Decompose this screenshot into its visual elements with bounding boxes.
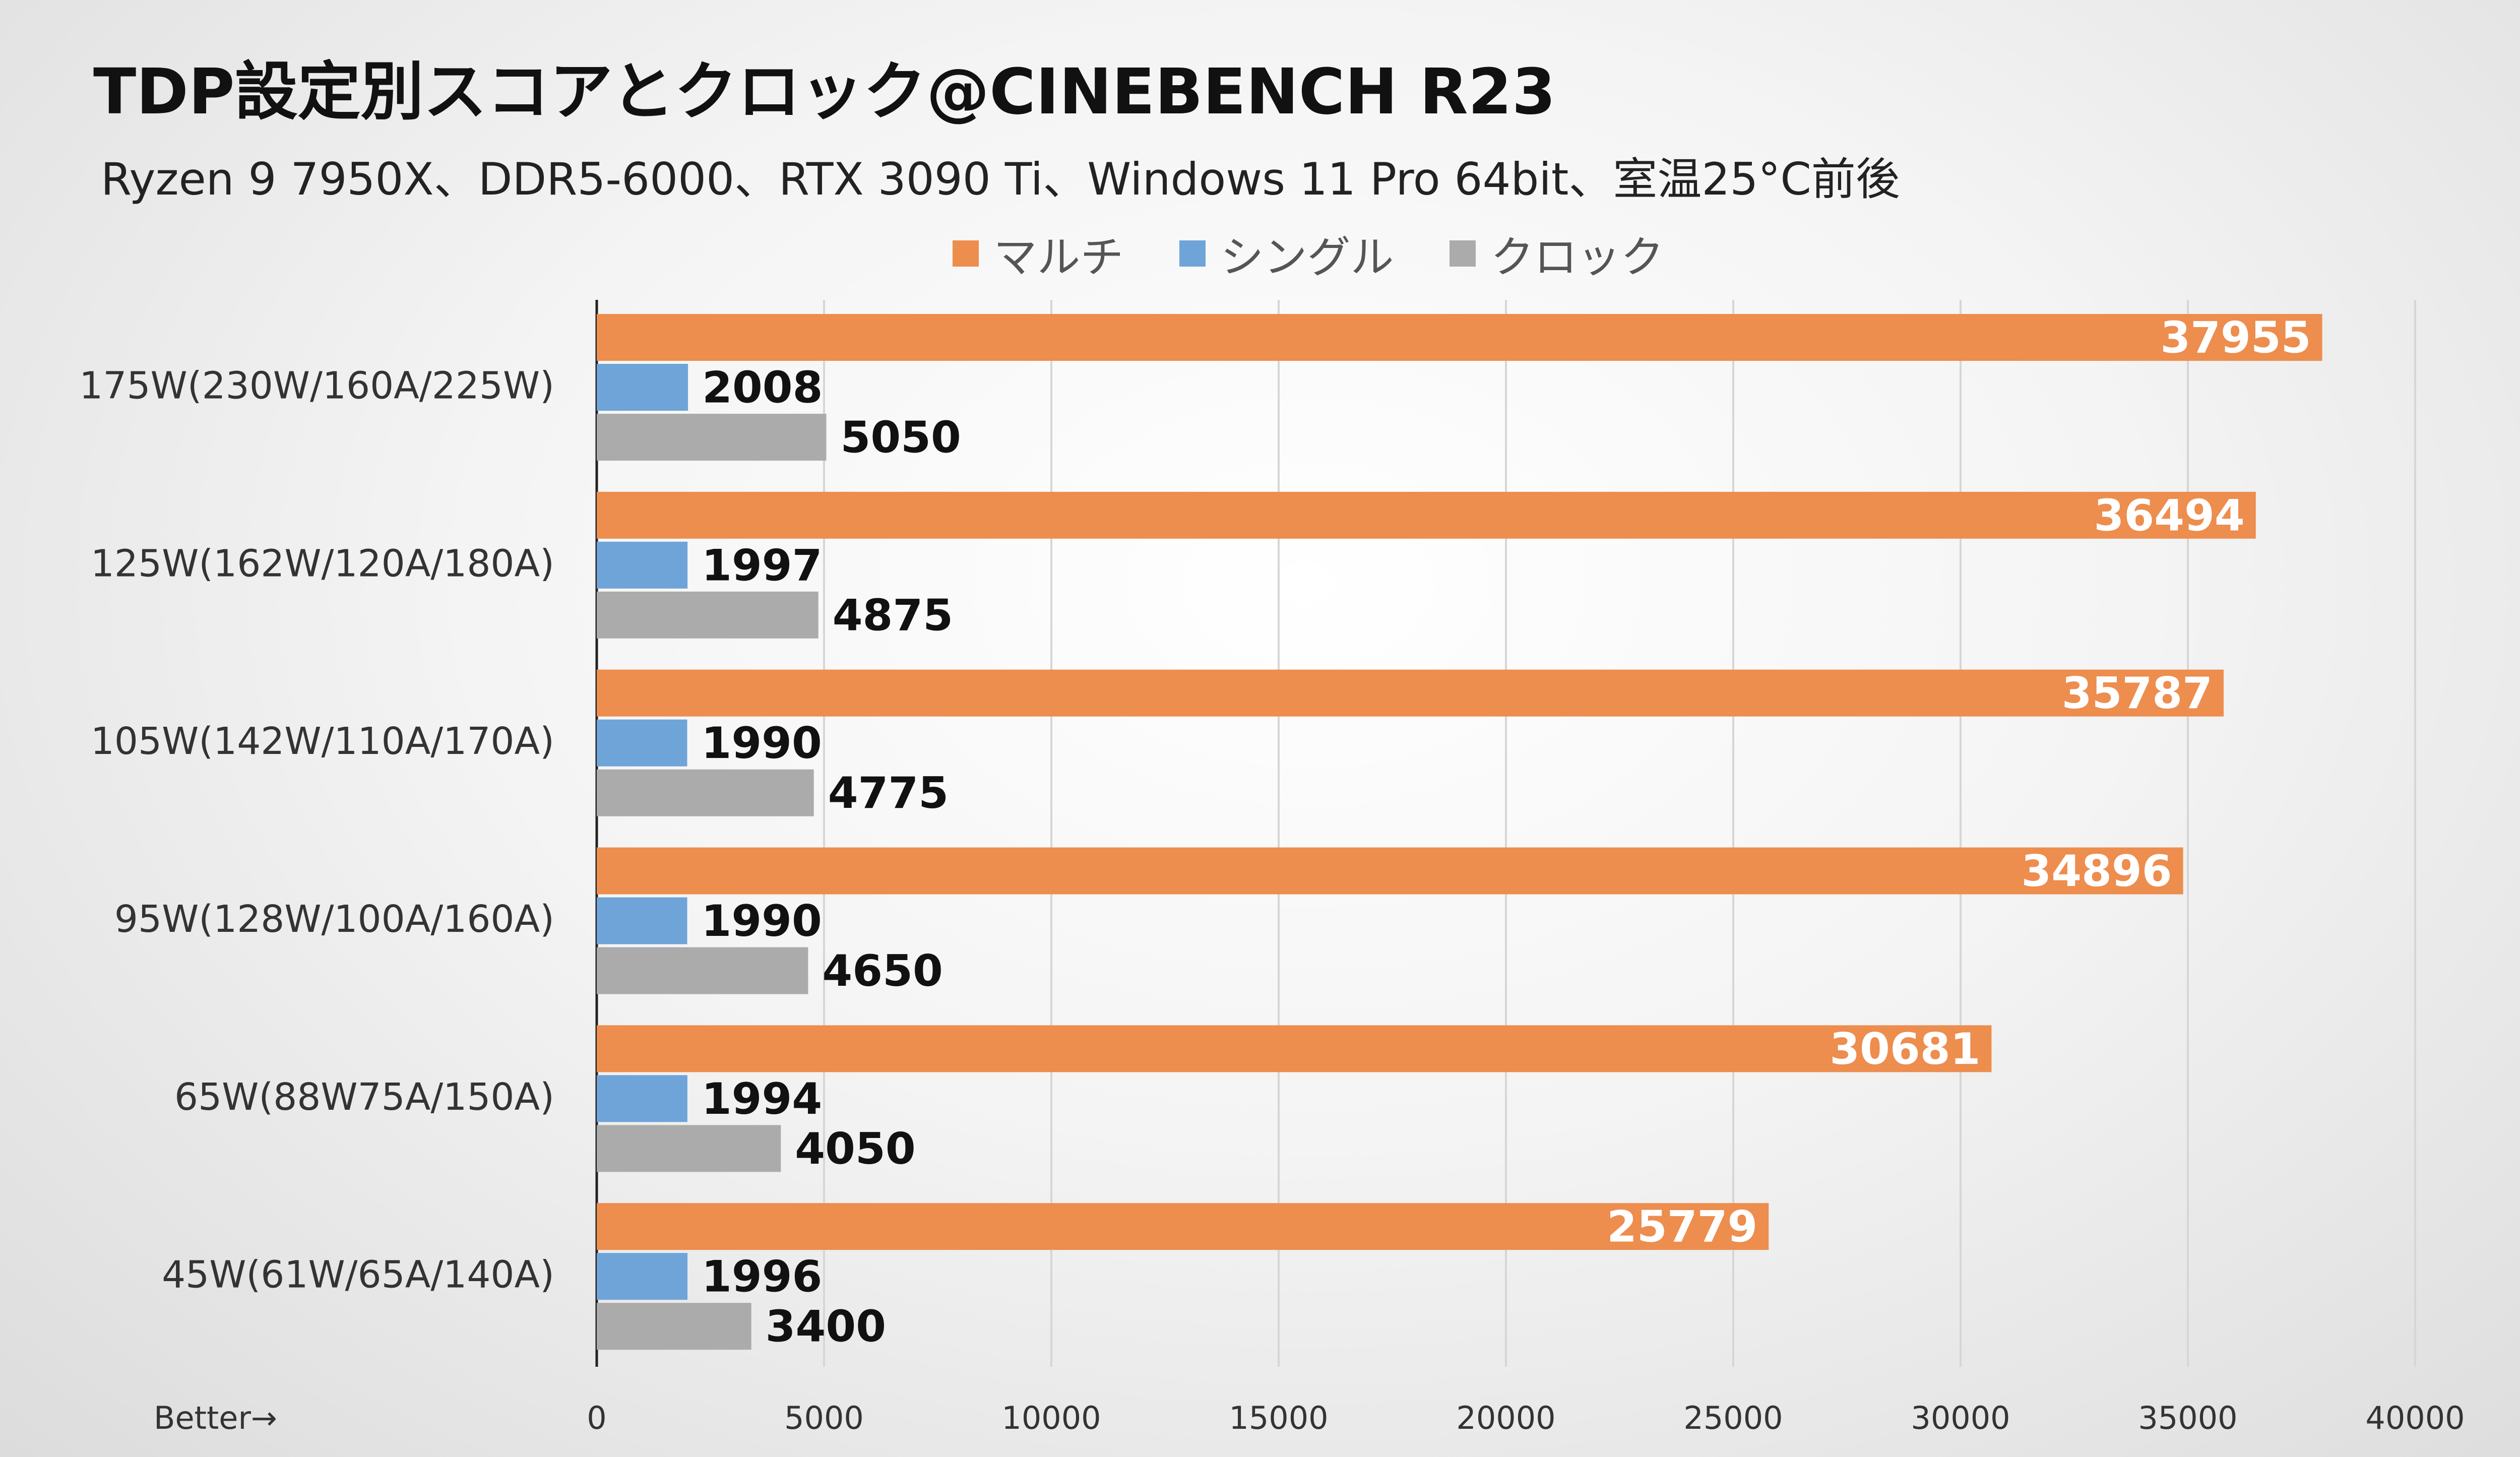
data-label: 4775 <box>828 768 949 818</box>
data-label: 4650 <box>822 946 942 996</box>
bar <box>597 1075 687 1122</box>
data-label: 4050 <box>795 1124 915 1174</box>
category-label: 65W(88W75A/150A) <box>174 1075 554 1119</box>
category-label: 125W(162W/120A/180A) <box>91 542 554 585</box>
legend-item: シングル <box>1179 222 1394 285</box>
bar <box>597 897 687 944</box>
data-label: 1990 <box>701 896 822 946</box>
legend-swatch <box>1179 240 1206 267</box>
category-label: 45W(61W/65A/140A) <box>162 1253 554 1297</box>
bar <box>597 491 2256 539</box>
data-label: 37955 <box>2160 313 2311 363</box>
legend-label: シングル <box>1220 232 1394 283</box>
bar <box>597 669 2224 717</box>
bar <box>597 414 827 461</box>
category-label: 105W(142W/110A/170A) <box>91 720 554 763</box>
data-label: 30681 <box>1830 1024 1980 1074</box>
x-tick-label: 5000 <box>784 1400 864 1436</box>
bar <box>597 1303 751 1350</box>
legend-item: マルチ <box>952 222 1124 285</box>
data-label: 5050 <box>841 413 961 463</box>
x-tick-label: 15000 <box>1229 1400 1328 1436</box>
data-label: 2008 <box>702 363 823 413</box>
legend: マルチ シングル クロック <box>0 222 2520 285</box>
x-tick-label: 35000 <box>2138 1400 2237 1436</box>
data-label: 36494 <box>2094 490 2245 541</box>
legend-label: マルチ <box>993 232 1124 283</box>
data-label: 3400 <box>766 1302 886 1352</box>
x-tick-label: 40000 <box>2365 1400 2465 1436</box>
bar <box>597 1125 781 1172</box>
data-label: 1997 <box>702 540 822 591</box>
data-label: 1996 <box>702 1252 822 1302</box>
data-label: 35787 <box>2062 668 2213 719</box>
x-tick-label: 25000 <box>1683 1400 1783 1436</box>
better-label: Better→ <box>154 1400 277 1436</box>
bar <box>597 1025 1992 1072</box>
data-label: 1990 <box>701 718 822 769</box>
data-label: 25779 <box>1607 1202 1757 1252</box>
x-tick-label: 10000 <box>1001 1400 1101 1436</box>
data-label: 1994 <box>702 1074 822 1124</box>
bar <box>597 1203 1769 1250</box>
x-tick-label: 0 <box>587 1400 606 1436</box>
legend-swatch <box>1449 240 1476 267</box>
bar <box>597 719 687 767</box>
category-label: 95W(128W/100A/160A) <box>114 898 554 941</box>
bar <box>597 769 814 816</box>
chart-subtitle: Ryzen 9 7950X、DDR5-6000、RTX 3090 Ti、Wind… <box>101 153 1900 205</box>
legend-item: クロック <box>1449 222 1664 285</box>
bar <box>597 847 2183 895</box>
legend-swatch <box>952 240 979 267</box>
bar <box>597 364 688 411</box>
bar <box>597 314 2322 361</box>
data-label: 34896 <box>2021 846 2172 897</box>
category-label: 175W(230W/160A/225W) <box>79 364 554 408</box>
bar <box>597 947 808 994</box>
bar <box>597 1253 688 1300</box>
x-tick-label: 20000 <box>1456 1400 1555 1436</box>
chart-title: TDP設定別スコアとクロック@CINEBENCH R23 <box>93 55 1556 129</box>
bar <box>597 591 818 639</box>
bar <box>597 541 688 589</box>
legend-label: クロック <box>1490 232 1664 283</box>
x-tick-label: 30000 <box>1911 1400 2010 1436</box>
data-label: 4875 <box>833 590 953 641</box>
